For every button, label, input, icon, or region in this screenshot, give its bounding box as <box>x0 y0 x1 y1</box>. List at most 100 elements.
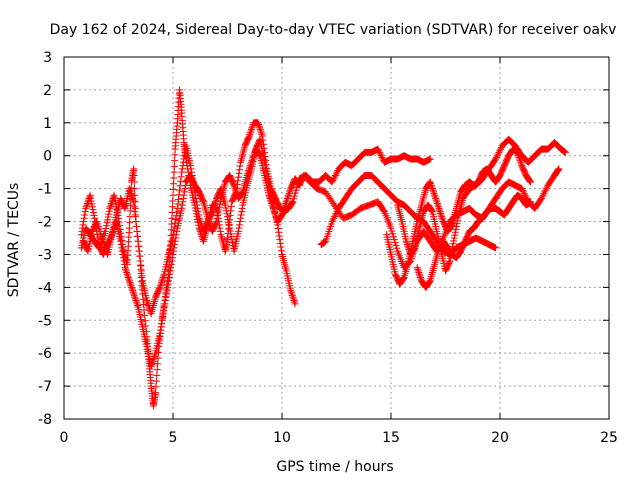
data-point <box>450 237 458 245</box>
data-point <box>428 207 436 215</box>
data-point <box>425 278 433 286</box>
data-point <box>331 211 339 219</box>
data-point <box>434 203 442 211</box>
data-point <box>174 195 182 203</box>
x-axis-label: GPS time / hours <box>276 459 393 475</box>
data-point <box>291 192 299 200</box>
data-point <box>236 218 244 226</box>
data-point <box>496 147 504 155</box>
data-point <box>527 198 535 206</box>
data-point <box>428 183 436 191</box>
data-point <box>452 225 460 233</box>
data-point <box>181 185 189 193</box>
data-point <box>143 298 151 306</box>
data-point <box>156 326 164 334</box>
data-point <box>375 147 383 155</box>
data-point <box>132 218 140 226</box>
data-point <box>149 357 157 365</box>
data-point <box>199 197 207 205</box>
data-point <box>194 186 202 194</box>
data-point <box>255 150 263 158</box>
data-point <box>447 222 455 230</box>
data-point <box>288 290 296 298</box>
data-point <box>436 208 444 216</box>
data-point <box>257 129 265 137</box>
data-point <box>121 264 129 272</box>
data-point <box>79 224 87 232</box>
data-point <box>238 204 246 212</box>
data-point <box>166 270 174 278</box>
data-point <box>77 231 85 239</box>
y-tick-label: -8 <box>38 412 52 428</box>
data-point <box>249 153 257 161</box>
data-point <box>538 193 546 201</box>
data-point <box>208 209 216 217</box>
data-point <box>94 234 102 242</box>
data-point <box>391 239 399 247</box>
data-point <box>222 207 230 215</box>
data-point <box>292 186 300 194</box>
data-point <box>495 148 503 156</box>
data-point <box>179 158 187 166</box>
data-point <box>171 241 179 249</box>
data-point <box>431 191 439 199</box>
data-point <box>492 155 500 163</box>
data-point <box>177 173 185 181</box>
data-point <box>256 135 264 143</box>
data-point <box>173 208 181 216</box>
data-point <box>120 257 128 265</box>
data-point <box>291 298 299 306</box>
data-point <box>105 207 113 215</box>
data-point <box>170 247 178 255</box>
data-point <box>130 203 138 211</box>
data-point <box>129 288 137 296</box>
data-point <box>245 167 253 175</box>
data-point <box>416 272 424 280</box>
data-point <box>91 218 99 226</box>
data-point <box>231 183 239 191</box>
data-point <box>280 206 288 214</box>
data-point <box>517 158 525 166</box>
data-point <box>431 193 439 201</box>
data-point <box>266 195 274 203</box>
data-point <box>450 234 458 242</box>
data-point <box>497 145 505 153</box>
data-point <box>213 218 221 226</box>
data-point <box>127 282 135 290</box>
data-point <box>289 293 297 301</box>
data-point <box>182 145 190 153</box>
data-point <box>378 153 386 161</box>
data-point <box>214 209 222 217</box>
data-point <box>169 250 177 258</box>
data-point <box>238 189 246 197</box>
data-point <box>389 230 397 238</box>
data-point <box>246 162 254 170</box>
data-point <box>179 195 187 203</box>
data-point <box>209 206 217 214</box>
data-point <box>554 166 562 174</box>
data-point <box>537 196 545 204</box>
data-point <box>159 273 167 281</box>
data-point <box>225 221 233 229</box>
data-point <box>492 244 500 252</box>
data-point <box>109 229 117 237</box>
data-point <box>527 178 535 186</box>
data-point <box>376 150 384 158</box>
data-point <box>80 218 88 226</box>
data-point <box>235 224 243 232</box>
data-point <box>89 208 97 216</box>
data-point <box>124 272 132 280</box>
data-point <box>141 311 149 319</box>
data-point <box>291 189 299 197</box>
data-point <box>157 323 165 331</box>
data-point <box>288 292 296 300</box>
data-point <box>267 196 275 204</box>
data-point <box>226 224 234 232</box>
data-point <box>126 188 134 196</box>
data-point <box>234 227 242 235</box>
data-point <box>520 190 528 198</box>
data-point <box>180 188 188 196</box>
data-point <box>519 188 527 196</box>
data-point <box>275 232 283 240</box>
data-point <box>265 193 273 201</box>
